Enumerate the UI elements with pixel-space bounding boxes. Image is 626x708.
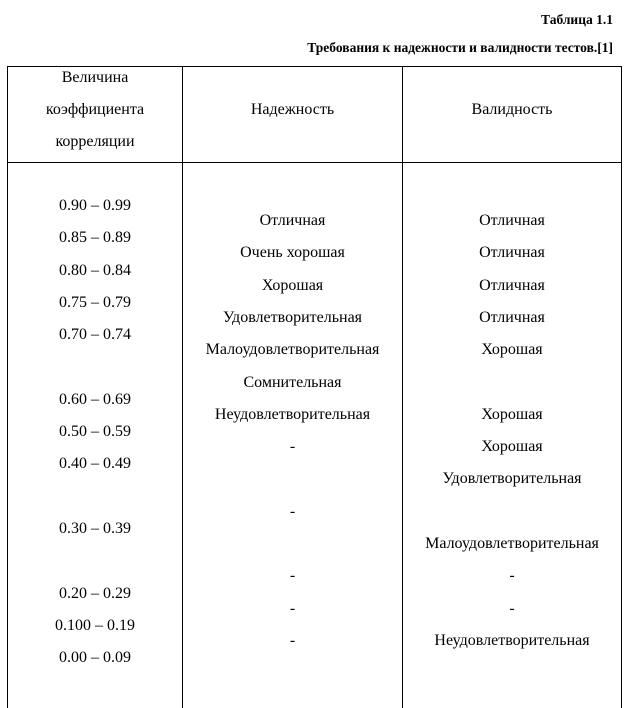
- cell-coefficient: 0.80 – 0.84: [59, 261, 131, 279]
- column-divider: [182, 66, 183, 708]
- cell-validity: Неудовлетворительная: [434, 631, 590, 649]
- column-divider: [402, 66, 403, 708]
- table-left-border: [7, 66, 8, 708]
- cell-reliability: Хорошая: [261, 276, 324, 294]
- cell-reliability: Очень хорошая: [240, 244, 345, 262]
- cell-reliability: Удовлетворительная: [222, 308, 363, 326]
- cell-coefficient: 0.50 – 0.59: [59, 423, 131, 441]
- cell-validity: -: [509, 567, 515, 585]
- cell-coefficient: 0.100 – 0.19: [55, 616, 135, 634]
- header-bottom-border: [7, 162, 622, 163]
- cell-reliability: Малоудовлетворительная: [205, 341, 380, 359]
- cell-coefficient: 0.85 – 0.89: [59, 229, 131, 247]
- cell-validity: -: [509, 599, 515, 617]
- cell-validity: Отличная: [479, 308, 545, 326]
- cell-validity: Отличная: [479, 276, 545, 294]
- cell-reliability: Сомнительная: [243, 373, 342, 391]
- table-right-border: [621, 66, 622, 708]
- cell-validity: Хорошая: [481, 405, 543, 423]
- table-top-border: [7, 66, 622, 67]
- header-coefficient: Величина коэффициента корреляции: [8, 62, 182, 158]
- cell-reliability: -: [289, 631, 296, 649]
- header-line: Величина: [61, 69, 129, 86]
- cell-coefficient: 0.70 – 0.74: [59, 326, 131, 344]
- cell-coefficient: 0.00 – 0.09: [59, 649, 131, 667]
- cell-validity: Малоудовлетворительная: [425, 535, 599, 552]
- cell-reliability: -: [289, 502, 296, 520]
- cell-coefficient: 0.60 – 0.69: [59, 390, 131, 408]
- cell-coefficient: 0.30 – 0.39: [59, 520, 131, 537]
- cell-reliability: -: [289, 567, 296, 585]
- cell-coefficient: 0.20 – 0.29: [59, 584, 131, 602]
- header-line: коэффициента: [45, 101, 145, 118]
- header-validity: Валидность: [471, 101, 553, 118]
- cell-validity: Отличная: [479, 244, 545, 262]
- table-number: Таблица 1.1: [541, 12, 613, 27]
- header-line: корреляции: [55, 133, 135, 150]
- cell-reliability: Неудовлетворительная: [214, 405, 371, 423]
- cell-reliability: Отличная: [259, 212, 326, 229]
- cell-coefficient: 0.40 – 0.49: [59, 455, 131, 473]
- cell-validity: Отличная: [479, 212, 545, 229]
- table-title: Требования к надежности и валидности тес…: [307, 40, 613, 55]
- cell-coefficient: 0.90 – 0.99: [59, 197, 131, 214]
- cell-validity: Хорошая: [481, 438, 543, 456]
- cell-reliability: -: [289, 438, 296, 456]
- header-reliability: Надежность: [250, 101, 335, 118]
- cell-reliability: -: [289, 599, 296, 617]
- cell-validity: Удовлетворительная: [442, 470, 582, 488]
- cell-validity: Хорошая: [481, 341, 543, 359]
- cell-coefficient: 0.75 – 0.79: [59, 293, 131, 311]
